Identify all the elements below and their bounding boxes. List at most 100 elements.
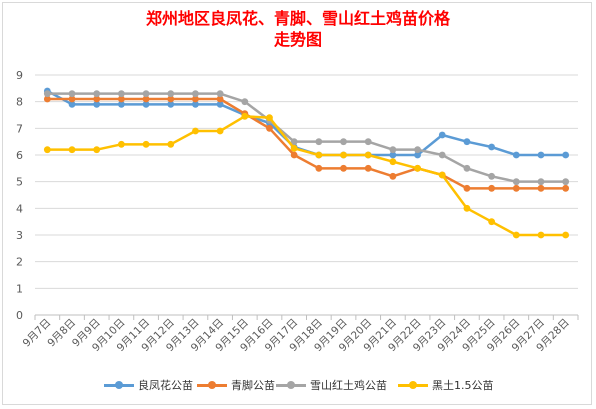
legend-swatch <box>197 379 227 391</box>
data-point <box>537 231 545 239</box>
data-point <box>512 151 520 159</box>
data-point <box>142 100 150 108</box>
y-tick-label: 0 <box>16 309 23 322</box>
data-point <box>414 151 421 159</box>
data-point <box>463 204 471 212</box>
data-point <box>364 151 372 159</box>
data-point <box>488 172 496 180</box>
data-point <box>488 218 496 226</box>
data-point <box>117 140 125 148</box>
data-point <box>117 100 125 108</box>
legend-label: 良凤花公苗 <box>138 379 193 392</box>
y-tick-label: 2 <box>16 256 23 269</box>
data-point <box>266 124 273 132</box>
data-point <box>93 95 101 103</box>
chart-title: 郑州地区良凤花、青脚、雪山红土鸡苗价格 走势图 <box>0 8 596 50</box>
data-point <box>167 90 175 98</box>
legend-label: 黑土1.5公苗 <box>432 379 494 392</box>
data-point <box>216 95 224 103</box>
data-point <box>142 140 150 148</box>
data-point <box>537 178 545 186</box>
legend-item: 黑土1.5公苗 <box>398 375 494 395</box>
y-tick-label: 8 <box>16 96 23 109</box>
legend-swatch <box>104 379 134 391</box>
series-line-3 <box>47 92 566 183</box>
data-point <box>340 138 347 146</box>
data-point <box>414 164 421 172</box>
data-point <box>562 184 570 192</box>
data-point <box>512 184 520 192</box>
data-point <box>241 112 249 120</box>
data-point <box>315 151 323 159</box>
data-point <box>93 146 101 154</box>
data-point <box>142 95 150 103</box>
data-point <box>463 184 471 192</box>
data-point <box>340 151 347 159</box>
data-point <box>68 146 76 154</box>
data-point <box>117 95 125 103</box>
legend-swatch <box>398 379 428 391</box>
y-tick-label: 6 <box>16 149 23 162</box>
data-point <box>315 164 323 172</box>
data-point <box>93 90 101 98</box>
y-tick-label: 5 <box>16 176 23 189</box>
data-point <box>389 146 397 154</box>
data-point <box>68 95 76 103</box>
legend: 良凤花公苗 青脚公苗 雪山红土鸡公苗 黑土1.5公苗 <box>0 375 596 395</box>
data-point <box>142 90 150 98</box>
y-tick-label: 9 <box>16 69 23 82</box>
legend-item: 雪山红土鸡公苗 <box>276 375 387 395</box>
data-point <box>562 231 570 239</box>
data-point <box>389 158 397 166</box>
data-point <box>68 100 76 108</box>
data-point <box>512 231 520 239</box>
data-point <box>389 151 397 159</box>
chart-frame <box>2 2 592 405</box>
legend-item: 良凤花公苗 <box>104 375 193 395</box>
data-point <box>192 100 199 108</box>
data-point <box>216 90 224 98</box>
data-point <box>488 184 496 192</box>
data-point <box>290 138 298 146</box>
legend-swatch <box>276 379 306 391</box>
data-point <box>438 171 446 179</box>
data-point <box>463 164 471 172</box>
y-tick-label: 7 <box>16 122 23 135</box>
data-point <box>167 140 175 148</box>
y-tick-label: 4 <box>16 202 23 215</box>
series-line-2 <box>47 97 566 190</box>
data-point <box>68 90 76 98</box>
data-point <box>340 164 347 172</box>
data-point <box>463 138 471 146</box>
data-point <box>315 138 323 146</box>
legend-item: 青脚公苗 <box>197 375 275 395</box>
data-point <box>43 95 51 103</box>
data-point <box>43 90 51 98</box>
data-point <box>537 151 545 159</box>
data-point <box>537 184 545 192</box>
data-point <box>192 127 199 135</box>
y-tick-label: 1 <box>16 282 23 295</box>
data-point <box>562 178 570 186</box>
data-point <box>290 144 298 152</box>
series-line-4 <box>47 115 566 237</box>
data-point <box>290 151 298 159</box>
data-point <box>512 178 520 186</box>
data-point <box>192 90 199 98</box>
data-point <box>414 146 421 154</box>
data-point <box>216 127 224 135</box>
data-point <box>167 100 175 108</box>
data-point <box>364 164 372 172</box>
data-point <box>438 131 446 139</box>
data-point <box>488 143 496 151</box>
data-point <box>438 151 446 159</box>
data-point <box>117 90 125 98</box>
data-point <box>216 100 224 108</box>
data-point <box>43 146 51 154</box>
data-point <box>562 151 570 159</box>
data-point <box>364 138 372 146</box>
data-point <box>266 114 273 122</box>
chart-title-line-2: 走势图 <box>273 30 322 49</box>
chart-title-line-1: 郑州地区良凤花、青脚、雪山红土鸡苗价格 <box>145 9 450 28</box>
